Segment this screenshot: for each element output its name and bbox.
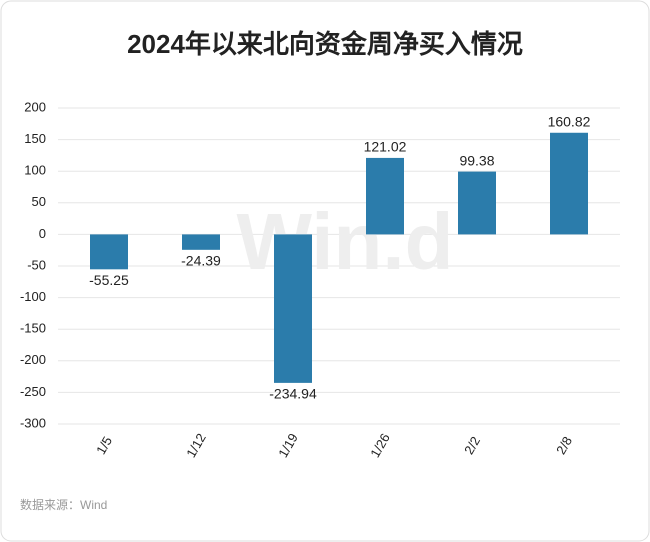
bar <box>274 234 312 383</box>
y-tick-label: 50 <box>32 194 46 209</box>
bar <box>182 234 220 250</box>
value-label: 99.38 <box>459 152 494 168</box>
y-tick-label: -250 <box>20 384 46 399</box>
bar <box>458 171 496 235</box>
bar <box>366 157 404 235</box>
watermark: Win.d <box>237 197 454 286</box>
y-tick-label: 200 <box>24 99 46 114</box>
y-tick-label: 100 <box>24 163 46 178</box>
chart-title: 2024年以来北向资金周净买入情况 <box>127 29 523 59</box>
bar <box>550 132 588 235</box>
value-label: 121.02 <box>364 139 407 155</box>
value-label: -234.94 <box>269 386 317 402</box>
y-tick-label: 150 <box>24 131 46 146</box>
y-tick-label: 0 <box>39 226 46 241</box>
y-tick-label: -300 <box>20 415 46 430</box>
y-tick-label: -100 <box>20 289 46 304</box>
value-label: -24.39 <box>181 253 221 269</box>
y-tick-label: -200 <box>20 352 46 367</box>
source-note: 数据来源：Wind <box>20 497 107 512</box>
value-label: 160.82 <box>548 113 591 129</box>
bar <box>90 234 128 270</box>
y-tick-label: -150 <box>20 321 46 336</box>
y-tick-label: -50 <box>27 257 46 272</box>
value-label: -55.25 <box>89 272 129 288</box>
